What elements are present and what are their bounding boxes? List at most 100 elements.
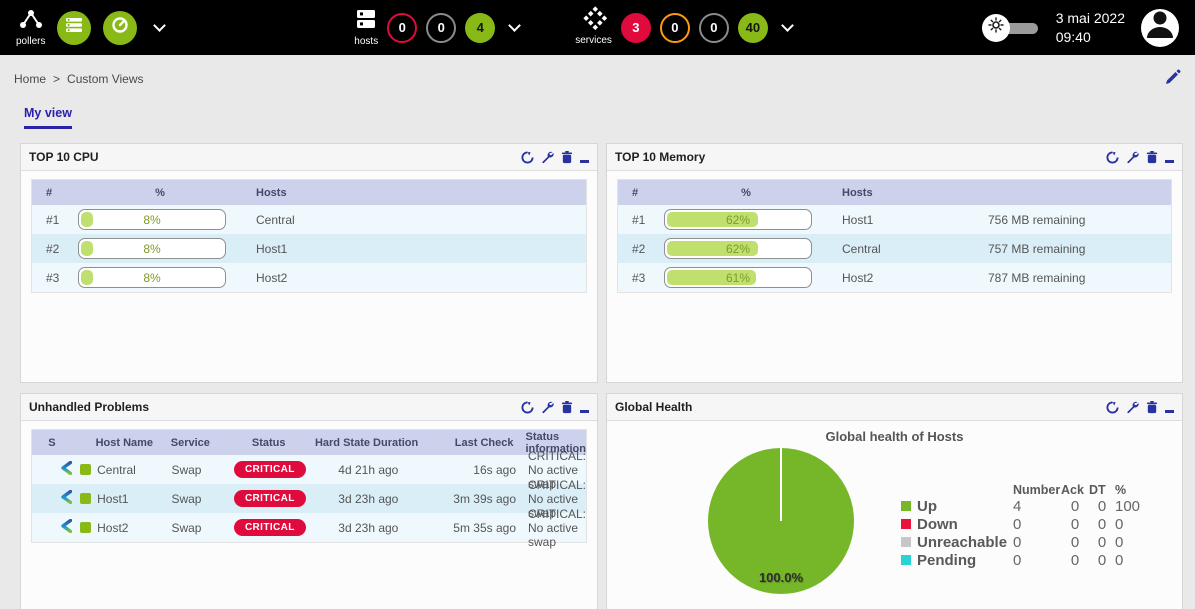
hosts-menu[interactable]: hosts: [354, 9, 378, 47]
panel-title: Unhandled Problems: [29, 400, 150, 414]
breadcrumb-separator: >: [53, 72, 61, 86]
panel-title: TOP 10 CPU: [29, 150, 99, 164]
service-link[interactable]: Swap: [171, 520, 202, 535]
dark-mode-toggle[interactable]: [981, 13, 1040, 42]
table-row: Host1 Swap CRITICAL 3d 23h ago 3m 39s ag…: [32, 478, 586, 520]
hosts-status-group: hosts 0 0 4: [354, 9, 523, 47]
legend-label: Up: [917, 497, 937, 515]
services-unknown-counter[interactable]: 0: [698, 12, 729, 43]
pollers-network-icon: [19, 9, 43, 34]
memory-progress-bar: 61%: [664, 267, 812, 288]
gauge-icon: [111, 16, 129, 39]
status-badge: CRITICAL: [233, 519, 306, 536]
wrench-icon[interactable]: [1126, 151, 1139, 164]
panel-title: TOP 10 Memory: [615, 150, 706, 164]
host-cell: Host2: [842, 270, 874, 285]
top-navigation-bar: pollers hosts 0 0 4: [0, 0, 1195, 55]
service-link[interactable]: Swap: [171, 491, 202, 506]
rank-cell: #3: [632, 270, 646, 285]
view-tabs: My view: [24, 104, 1195, 129]
table-row: #1 8% Central: [32, 205, 586, 234]
memory-progress-bar: 62%: [664, 209, 812, 230]
latency-gauge-button[interactable]: [103, 10, 138, 45]
wrench-icon[interactable]: [1126, 401, 1139, 414]
service-link[interactable]: Swap: [171, 462, 202, 477]
pollers-menu[interactable]: pollers: [16, 9, 45, 47]
column-header-s: S: [48, 436, 56, 449]
services-ok-counter[interactable]: 40: [737, 12, 768, 43]
trash-icon[interactable]: [1146, 400, 1158, 414]
minimize-icon[interactable]: [580, 152, 589, 163]
legend-swatch: [901, 519, 911, 529]
hosts-up-counter[interactable]: 4: [465, 12, 496, 43]
hosts-down-counter[interactable]: 0: [387, 12, 418, 43]
panel-title: Global Health: [615, 400, 693, 414]
column-header-percent: %: [741, 186, 751, 199]
breadcrumb-custom-views[interactable]: Custom Views: [67, 72, 144, 86]
minimize-icon[interactable]: [1165, 152, 1174, 163]
toggle-knob: [981, 13, 1010, 42]
refresh-icon[interactable]: [1106, 400, 1119, 414]
host-link[interactable]: Central: [97, 462, 136, 477]
panel-unhandled-problems: Unhandled Problems S Host Name Service S…: [20, 393, 598, 609]
poller-list-button[interactable]: [57, 10, 92, 45]
refresh-icon[interactable]: [521, 400, 534, 414]
time-text: 09:40: [1055, 28, 1091, 45]
trash-icon[interactable]: [561, 150, 573, 164]
legend-label: Unreachable: [917, 533, 1008, 551]
hosts-health-pie-chart: 100.0%: [708, 448, 854, 594]
pie-legend: Number Ack DT % Up 4 0 0 100 Down 0: [901, 483, 1167, 569]
refresh-icon[interactable]: [1106, 150, 1119, 164]
rank-cell: #2: [632, 241, 646, 256]
cpu-progress-bar: 8%: [78, 209, 226, 230]
host-link[interactable]: Host1: [97, 491, 129, 506]
duration-cell: 4d 21h ago: [338, 462, 399, 477]
legend-ack: 0: [1070, 497, 1080, 515]
services-warning-counter[interactable]: 0: [659, 12, 690, 43]
table-row: #2 62% Central 757 MB remaining: [618, 234, 1171, 263]
rank-cell: #1: [46, 212, 60, 227]
poller-list-icon: [65, 17, 83, 38]
column-header-service: Service: [170, 436, 210, 449]
wrench-icon[interactable]: [541, 151, 554, 164]
tab-my-view[interactable]: My view: [24, 106, 72, 129]
cpu-progress-bar: 8%: [78, 267, 226, 288]
services-critical-counter[interactable]: 3: [620, 12, 651, 43]
host-link[interactable]: Host2: [97, 520, 129, 535]
services-chevron-down-icon[interactable]: [781, 19, 794, 32]
trash-icon[interactable]: [1146, 150, 1158, 164]
legend-header-dt: DT: [1089, 483, 1106, 497]
legend-number: 4: [1013, 497, 1022, 515]
legend-header-number: Number: [1013, 483, 1061, 497]
hosts-unreachable-counter[interactable]: 0: [426, 12, 457, 43]
legend-pct: 0: [1115, 533, 1124, 551]
host-up-status-icon: [80, 493, 92, 504]
pie-percentage-label: 100.0%: [758, 570, 804, 585]
table-row: #3 61% Host2 787 MB remaining: [618, 263, 1171, 292]
memory-table: # % Hosts #1 62% Host1 756 MB remaining …: [617, 179, 1172, 293]
hosts-chevron-down-icon[interactable]: [508, 19, 522, 32]
memory-remaining-cell: 787 MB remaining: [988, 270, 1086, 285]
breadcrumb-home[interactable]: Home: [14, 72, 47, 86]
legend-row-pending: Pending 0 0 0 0: [901, 551, 1167, 569]
sun-icon: [988, 17, 1004, 38]
memory-remaining-cell: 757 MB remaining: [988, 241, 1086, 256]
table-row: #2 8% Host1: [32, 234, 586, 263]
column-header-rank: #: [632, 186, 639, 199]
refresh-icon[interactable]: [521, 150, 534, 164]
pollers-chevron-down-icon[interactable]: [153, 19, 167, 32]
services-menu[interactable]: services: [575, 6, 612, 46]
column-header-last-check: Last Check: [454, 436, 514, 449]
legend-ack: 0: [1070, 515, 1080, 533]
percent-label: 61%: [725, 270, 751, 285]
trash-icon[interactable]: [561, 400, 573, 414]
wrench-icon[interactable]: [541, 401, 554, 414]
table-row: #1 62% Host1 756 MB remaining: [618, 205, 1171, 234]
minimize-icon[interactable]: [1165, 402, 1174, 413]
edit-view-pencil-icon[interactable]: [1164, 69, 1181, 89]
status-badge: CRITICAL: [233, 461, 306, 478]
user-avatar[interactable]: [1141, 8, 1179, 47]
services-label: services: [575, 35, 612, 46]
minimize-icon[interactable]: [580, 402, 589, 413]
host-cell: Host1: [842, 212, 874, 227]
